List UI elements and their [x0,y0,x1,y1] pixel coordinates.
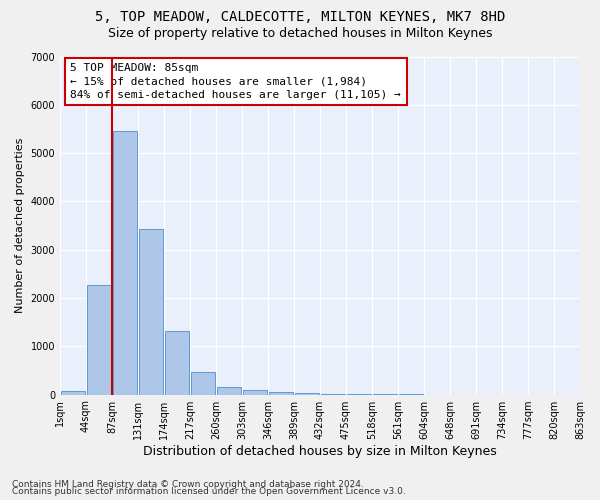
Y-axis label: Number of detached properties: Number of detached properties [15,138,25,313]
Bar [269,392,293,394]
Text: 5, TOP MEADOW, CALDECOTTE, MILTON KEYNES, MK7 8HD: 5, TOP MEADOW, CALDECOTTE, MILTON KEYNES… [95,10,505,24]
Bar [244,390,267,394]
Bar [191,372,215,394]
Bar [61,391,85,394]
Bar [113,131,137,394]
Bar [139,229,163,394]
Bar [166,332,189,394]
Bar [217,387,241,394]
Bar [88,285,111,395]
X-axis label: Distribution of detached houses by size in Milton Keynes: Distribution of detached houses by size … [143,444,497,458]
Text: Contains public sector information licensed under the Open Government Licence v3: Contains public sector information licen… [12,487,406,496]
Text: Contains HM Land Registry data © Crown copyright and database right 2024.: Contains HM Land Registry data © Crown c… [12,480,364,489]
Bar [295,393,319,394]
Text: Size of property relative to detached houses in Milton Keynes: Size of property relative to detached ho… [108,28,492,40]
Text: 5 TOP MEADOW: 85sqm
← 15% of detached houses are smaller (1,984)
84% of semi-det: 5 TOP MEADOW: 85sqm ← 15% of detached ho… [70,64,401,100]
